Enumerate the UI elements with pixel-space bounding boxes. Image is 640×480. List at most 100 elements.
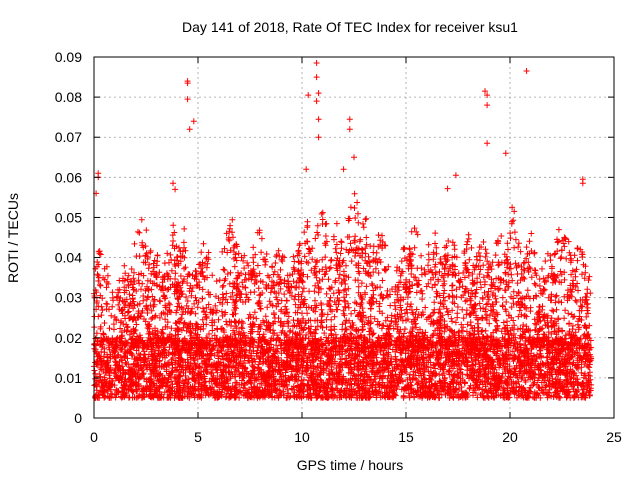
data-point xyxy=(305,377,312,384)
data-point xyxy=(305,335,312,342)
data-point xyxy=(97,357,104,363)
data-point xyxy=(136,229,143,236)
data-point xyxy=(102,363,109,370)
data-point xyxy=(488,375,495,382)
data-point xyxy=(281,291,288,298)
data-point xyxy=(426,372,433,379)
data-point xyxy=(254,384,261,391)
data-point xyxy=(406,393,413,400)
data-point xyxy=(336,389,342,396)
data-point xyxy=(431,362,438,369)
data-point xyxy=(270,310,277,316)
data-point xyxy=(545,364,552,371)
data-point xyxy=(441,349,448,356)
data-point xyxy=(262,261,269,268)
data-point xyxy=(112,358,119,365)
data-point xyxy=(501,366,508,373)
data-point xyxy=(557,376,564,383)
data-point xyxy=(251,289,258,295)
data-point xyxy=(349,350,356,357)
data-point xyxy=(283,365,290,372)
data-point xyxy=(466,385,473,392)
data-point xyxy=(117,393,124,400)
data-point xyxy=(454,392,460,399)
data-point xyxy=(172,276,179,282)
data-point xyxy=(158,363,165,369)
data-point xyxy=(167,251,174,258)
data-point xyxy=(358,383,365,390)
data-point xyxy=(161,260,168,267)
data-point xyxy=(221,267,228,274)
data-point xyxy=(174,254,181,261)
data-point xyxy=(467,384,473,391)
data-point xyxy=(177,248,184,254)
data-point xyxy=(284,394,291,401)
data-point xyxy=(211,332,218,339)
data-point xyxy=(148,286,155,293)
data-point xyxy=(116,377,123,384)
data-point xyxy=(273,253,280,260)
data-point xyxy=(472,361,479,368)
data-point xyxy=(121,262,128,269)
data-point xyxy=(421,369,428,375)
data-point xyxy=(367,377,374,384)
data-point xyxy=(238,324,245,331)
data-point xyxy=(284,386,291,393)
data-point xyxy=(381,364,388,371)
data-point xyxy=(353,353,360,360)
data-point xyxy=(129,394,136,401)
data-point xyxy=(379,382,386,389)
data-point xyxy=(119,385,126,392)
data-point xyxy=(200,305,206,312)
data-point xyxy=(386,389,393,396)
data-point xyxy=(206,356,212,363)
data-point xyxy=(524,346,531,353)
data-point xyxy=(131,240,138,247)
data-point xyxy=(501,389,508,396)
data-point xyxy=(166,372,173,379)
data-point xyxy=(255,285,262,292)
data-point xyxy=(339,335,346,342)
data-point xyxy=(538,354,545,361)
data-point xyxy=(490,393,497,400)
data-point xyxy=(459,371,466,378)
data-points xyxy=(91,60,595,401)
data-point xyxy=(579,380,585,387)
data-point xyxy=(568,354,575,361)
data-point xyxy=(430,391,437,398)
data-point xyxy=(343,394,350,401)
data-point xyxy=(544,389,551,396)
data-point xyxy=(359,373,366,380)
data-point xyxy=(415,393,422,400)
data-point xyxy=(115,389,122,396)
data-point xyxy=(161,292,168,299)
data-point xyxy=(232,254,239,261)
data-point xyxy=(272,260,279,266)
data-point xyxy=(196,363,203,370)
data-point xyxy=(456,365,463,372)
data-point xyxy=(182,372,189,379)
data-point xyxy=(338,394,344,401)
data-point xyxy=(218,381,225,388)
data-point xyxy=(474,394,481,401)
data-point xyxy=(500,390,507,397)
data-point xyxy=(203,362,210,369)
data-point xyxy=(518,375,525,382)
data-point xyxy=(194,321,200,328)
data-point xyxy=(294,378,301,384)
chart-title: Day 141 of 2018, Rate Of TEC Index for r… xyxy=(182,19,518,35)
data-point xyxy=(369,384,376,391)
data-point xyxy=(143,227,150,234)
data-point xyxy=(191,360,198,367)
data-point xyxy=(133,321,140,328)
data-point xyxy=(151,380,158,387)
data-point xyxy=(139,385,146,392)
data-point xyxy=(379,364,386,370)
data-point xyxy=(498,380,505,387)
data-point xyxy=(412,375,419,382)
data-point xyxy=(507,368,514,375)
data-point xyxy=(375,334,382,341)
data-point xyxy=(377,375,383,382)
data-point xyxy=(347,370,354,377)
